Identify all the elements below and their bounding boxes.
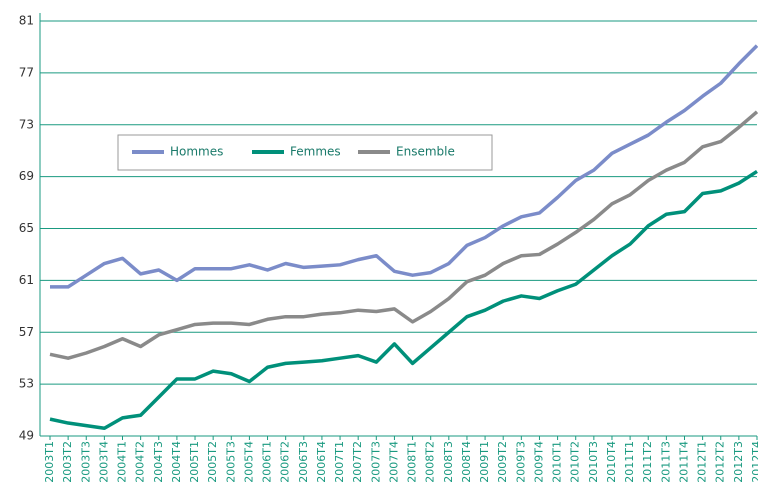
legend: Hommes Femmes Ensemble [117,134,493,171]
x-tick-label: 2008T1 [406,441,419,483]
x-tick-label: 2005T2 [206,441,219,483]
x-tick-label: 2004T3 [152,441,165,483]
x-tick-label: 2005T3 [224,441,237,483]
series-line [49,169,758,430]
x-tick-label: 2005T4 [242,441,255,483]
x-tick-label: 2010T3 [587,441,600,483]
x-tick-label: 2006T2 [279,441,292,483]
series-line [49,110,758,360]
x-tick-label: 2004T2 [134,441,147,483]
x-tick-label: 2012T3 [732,441,745,483]
x-tick-label: 2012T2 [714,441,727,483]
x-tick-label: 2004T4 [170,441,183,483]
x-tick-label: 2009T4 [532,441,545,483]
x-tick-label: 2007T1 [333,441,346,483]
y-tick-label: 81 [19,14,34,28]
legend-box [117,134,493,171]
x-tick-label: 2008T2 [424,441,437,483]
x-tick-label: 2010T4 [605,441,618,483]
y-tick-label: 73 [19,117,34,131]
x-tick-label: 2008T4 [460,441,473,483]
y-tick-label: 57 [19,325,34,339]
y-tick-label: 53 [19,377,34,391]
x-tick-label: 2011T4 [677,441,690,483]
x-tick-label: 2005T1 [188,441,201,483]
x-tick-label: 2010T2 [569,441,582,483]
x-tick-label: 2006T1 [261,441,274,483]
x-tick-label: 2011T1 [623,441,636,483]
x-tick-label: 2009T1 [478,441,491,483]
y-tick-label: 69 [19,169,34,183]
legend-label: Ensemble [396,145,455,159]
x-tick-label: 2006T4 [315,441,328,483]
x-tick-label: 2011T2 [641,441,654,483]
x-tick-label: 2012T1 [696,441,709,483]
x-tick-label: 2003T3 [79,441,92,483]
x-tick-label: 2009T3 [514,441,527,483]
x-tick-label: 2003T2 [61,441,74,483]
x-tick-label: 2009T2 [496,441,509,483]
legend-label: Femmes [290,145,341,159]
x-tick-label: 2012T4 [750,441,758,483]
series-line [50,44,758,289]
y-tick-label: 77 [19,65,34,79]
legend-label: Hommes [170,145,223,159]
y-tick-label: 65 [19,221,34,235]
x-tick-label: 2006T3 [297,441,310,483]
x-tick-label: 2011T3 [659,441,672,483]
x-tick-label: 2008T3 [442,441,455,483]
x-tick-label: 2007T2 [351,441,364,483]
x-tick-label: 2003T1 [43,441,56,483]
y-tick-label: 61 [19,273,34,287]
x-tick-label: 2003T4 [97,441,110,483]
x-tick-label: 2007T4 [387,441,400,483]
y-tick-label: 49 [19,429,34,443]
x-tick-label: 2004T1 [116,441,129,483]
x-tick-label: 2007T3 [369,441,382,483]
x-tick-label: 2010T1 [551,441,564,483]
